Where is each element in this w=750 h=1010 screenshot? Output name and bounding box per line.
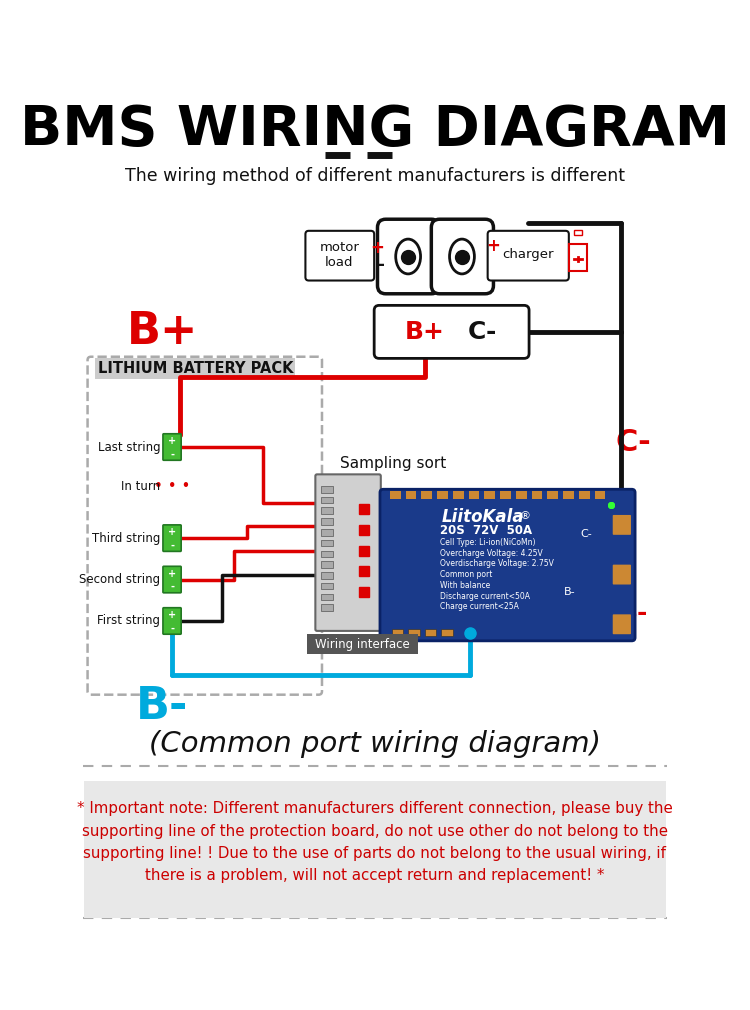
FancyBboxPatch shape: [532, 491, 542, 499]
FancyBboxPatch shape: [88, 357, 322, 695]
Text: Second string: Second string: [80, 573, 160, 586]
FancyBboxPatch shape: [441, 629, 453, 636]
FancyBboxPatch shape: [424, 629, 436, 636]
FancyBboxPatch shape: [392, 629, 404, 636]
Text: +: +: [168, 527, 176, 537]
FancyBboxPatch shape: [163, 567, 182, 593]
FancyBboxPatch shape: [613, 565, 631, 585]
Text: B-: B-: [136, 685, 188, 728]
Text: -: -: [170, 540, 174, 550]
Text: -: -: [170, 582, 174, 592]
FancyBboxPatch shape: [406, 491, 416, 499]
Text: Sampling sort: Sampling sort: [340, 457, 446, 471]
FancyBboxPatch shape: [422, 491, 432, 499]
FancyBboxPatch shape: [321, 497, 333, 503]
FancyBboxPatch shape: [408, 629, 420, 636]
Text: 20S  72V  50A: 20S 72V 50A: [440, 524, 532, 537]
FancyBboxPatch shape: [469, 491, 479, 499]
Text: +: +: [168, 436, 176, 446]
Text: C-: C-: [468, 320, 497, 343]
Text: +: +: [370, 239, 384, 258]
FancyBboxPatch shape: [548, 491, 558, 499]
FancyBboxPatch shape: [315, 475, 381, 631]
FancyBboxPatch shape: [563, 491, 574, 499]
FancyBboxPatch shape: [613, 614, 631, 634]
Text: -: -: [377, 256, 384, 274]
Text: motor
load: motor load: [320, 240, 359, 269]
Text: LITHIUM BATTERY PACK: LITHIUM BATTERY PACK: [98, 361, 293, 376]
FancyBboxPatch shape: [321, 562, 333, 568]
FancyBboxPatch shape: [500, 491, 511, 499]
Text: ®: ®: [520, 511, 531, 521]
FancyBboxPatch shape: [163, 608, 182, 634]
Text: First string: First string: [98, 614, 160, 627]
FancyBboxPatch shape: [321, 507, 333, 514]
Text: Cell Type: Li-ion(NiCoMn): Cell Type: Li-ion(NiCoMn): [440, 537, 535, 546]
Text: Discharge current<50A: Discharge current<50A: [440, 592, 530, 601]
FancyBboxPatch shape: [453, 491, 464, 499]
FancyBboxPatch shape: [488, 231, 568, 281]
Text: Charge current<25A: Charge current<25A: [440, 602, 518, 611]
Text: B+: B+: [405, 320, 445, 343]
FancyBboxPatch shape: [305, 231, 374, 281]
FancyBboxPatch shape: [321, 550, 333, 558]
Text: B-: B-: [619, 601, 648, 624]
Text: C-: C-: [616, 428, 651, 458]
Text: -: -: [170, 623, 174, 633]
Text: -: -: [170, 449, 174, 460]
FancyBboxPatch shape: [84, 781, 666, 918]
Text: +: +: [168, 569, 176, 579]
FancyBboxPatch shape: [574, 230, 582, 235]
FancyBboxPatch shape: [163, 525, 182, 551]
Text: Third string: Third string: [92, 531, 160, 544]
Text: Last string: Last string: [98, 440, 160, 453]
FancyBboxPatch shape: [484, 491, 495, 499]
Text: With balance: With balance: [440, 581, 490, 590]
Text: The wiring method of different manufacturers is different: The wiring method of different manufactu…: [125, 167, 625, 185]
Text: Common port: Common port: [440, 570, 492, 579]
FancyBboxPatch shape: [95, 358, 296, 379]
Ellipse shape: [396, 239, 421, 274]
FancyBboxPatch shape: [321, 594, 333, 600]
Text: B-: B-: [564, 587, 575, 597]
FancyBboxPatch shape: [595, 491, 605, 499]
FancyBboxPatch shape: [431, 219, 494, 294]
Text: C-: C-: [580, 529, 592, 539]
FancyBboxPatch shape: [437, 491, 448, 499]
Text: charger: charger: [503, 248, 554, 262]
Text: Wiring interface: Wiring interface: [315, 637, 410, 650]
FancyBboxPatch shape: [321, 529, 333, 535]
FancyBboxPatch shape: [374, 305, 529, 359]
Text: +: +: [168, 610, 176, 620]
FancyBboxPatch shape: [579, 491, 590, 499]
Text: +: +: [486, 236, 500, 255]
Text: • • •: • • •: [154, 480, 190, 494]
FancyBboxPatch shape: [321, 583, 333, 590]
FancyBboxPatch shape: [380, 489, 635, 641]
FancyBboxPatch shape: [321, 486, 333, 493]
Text: * Important note: Different manufacturers different connection, please buy the
s: * Important note: Different manufacturer…: [77, 801, 673, 883]
Text: BMS WIRING DIAGRAM: BMS WIRING DIAGRAM: [20, 103, 730, 157]
Ellipse shape: [449, 239, 475, 274]
Text: Overcharge Voltage: 4.25V: Overcharge Voltage: 4.25V: [440, 548, 542, 558]
FancyBboxPatch shape: [321, 604, 333, 611]
Text: (Common port wiring diagram): (Common port wiring diagram): [149, 729, 601, 758]
FancyBboxPatch shape: [568, 244, 587, 271]
FancyBboxPatch shape: [321, 518, 333, 525]
Text: In turn: In turn: [122, 481, 160, 493]
FancyBboxPatch shape: [307, 634, 418, 654]
FancyBboxPatch shape: [321, 539, 333, 546]
FancyBboxPatch shape: [377, 219, 440, 294]
FancyBboxPatch shape: [390, 491, 400, 499]
Text: Overdischarge Voltage: 2.75V: Overdischarge Voltage: 2.75V: [440, 560, 554, 569]
FancyBboxPatch shape: [613, 515, 631, 535]
Text: B+: B+: [127, 309, 198, 352]
Text: LiitoKala: LiitoKala: [441, 508, 524, 526]
FancyBboxPatch shape: [163, 433, 182, 461]
FancyBboxPatch shape: [516, 491, 526, 499]
FancyBboxPatch shape: [321, 572, 333, 579]
